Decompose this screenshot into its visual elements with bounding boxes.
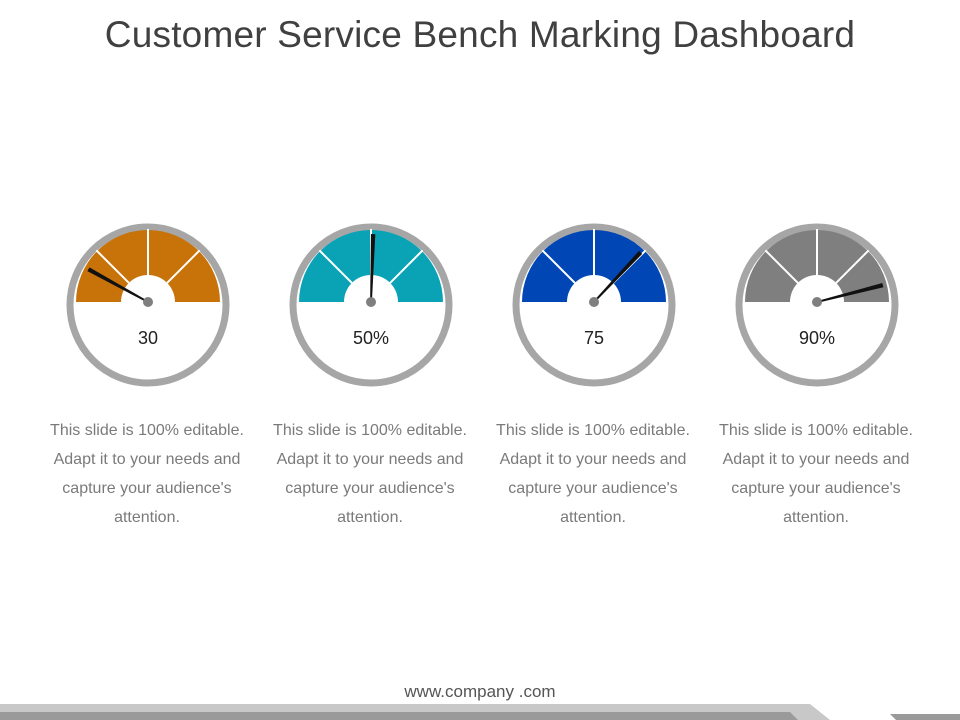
gauge-needle (370, 233, 376, 303)
gauge-4-value: 90% (798, 328, 836, 348)
footer-url: www.company .com (404, 682, 556, 701)
gauge-needle (816, 282, 884, 303)
gauge-divider (95, 249, 130, 284)
gauge-divider (764, 249, 799, 284)
gauge-4: 90% (734, 222, 900, 388)
gauge-1-caption: This slide is 100% editable. Adapt it to… (50, 422, 244, 526)
gauge-3: 75 (511, 222, 677, 388)
gauge-3-caption: This slide is 100% editable. Adapt it to… (496, 422, 690, 526)
gauge-divider (389, 249, 424, 284)
gauge-2-caption: This slide is 100% editable. Adapt it to… (273, 422, 467, 526)
gauge-needle (593, 250, 643, 303)
gauge-3-value: 75 (583, 328, 605, 348)
gauge-4-caption: This slide is 100% editable. Adapt it to… (719, 422, 913, 526)
gauge-1-value: 30 (137, 328, 159, 348)
footer-bar-right (890, 714, 960, 720)
gauge-1-graphic (66, 223, 230, 387)
gauge-2-graphic (289, 223, 453, 387)
gauge-needle (87, 267, 149, 303)
gauge-hub (143, 297, 153, 307)
slide-title: Customer Service Bench Marking Dashboard (104, 14, 856, 55)
gauge-divider (835, 249, 870, 284)
gauge-hub (589, 297, 599, 307)
gauge-1: 30 (65, 222, 231, 388)
gauge-2: 50% (288, 222, 454, 388)
gauge-3-graphic (512, 223, 676, 387)
gauge-2-value: 50% (352, 328, 390, 348)
gauge-divider (318, 249, 353, 284)
gauge-divider (166, 249, 201, 284)
gauge-hub (366, 297, 376, 307)
gauge-hub (812, 297, 822, 307)
gauge-4-graphic (735, 223, 899, 387)
gauge-divider (541, 249, 576, 284)
footer-bar-dark (0, 712, 798, 720)
footer-bar (0, 704, 960, 720)
